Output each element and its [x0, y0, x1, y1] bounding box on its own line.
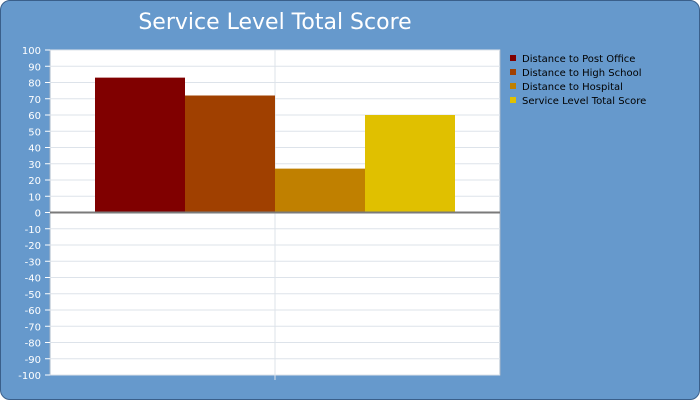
legend-label: Service Level Total Score — [522, 96, 646, 107]
y-tick-label: -50 — [25, 290, 41, 301]
y-tick-label: 100 — [22, 46, 41, 57]
y-tick-label: -80 — [25, 339, 41, 350]
y-tick-label: 60 — [28, 111, 41, 122]
legend-swatch — [510, 83, 516, 89]
legend: Distance to Post Office Distance to High … — [510, 54, 646, 107]
legend-swatch — [510, 55, 516, 61]
y-tick-label: -100 — [18, 371, 41, 382]
legend-swatch — [510, 69, 516, 75]
y-tick-label: -20 — [25, 241, 41, 252]
y-tick-label: -30 — [25, 257, 41, 268]
y-tick-label: 20 — [28, 176, 41, 187]
y-tick-label: 70 — [28, 95, 41, 106]
axis-layer: -100-90-80-70-60-50-40-30-20-10010203040… — [18, 46, 500, 382]
bar — [95, 77, 185, 213]
bar — [185, 95, 275, 213]
legend-label: Distance to Hospital — [522, 82, 623, 93]
y-tick-label: 40 — [28, 144, 41, 155]
bar — [365, 115, 455, 213]
y-tick-label: -40 — [25, 274, 41, 285]
y-tick-label: 0 — [35, 209, 41, 220]
legend-label: Distance to Post Office — [522, 54, 635, 65]
y-tick-label: -70 — [25, 322, 41, 333]
legend-label: Distance to High School — [522, 68, 641, 79]
y-tick-label: 10 — [28, 192, 41, 203]
bar — [275, 168, 365, 213]
y-tick-label: 90 — [28, 62, 41, 73]
chart-title: Service Level Total Score — [138, 10, 412, 35]
y-tick-label: 80 — [28, 79, 41, 90]
legend-swatch — [510, 97, 516, 103]
bar-layer — [95, 77, 455, 213]
y-tick-label: 50 — [28, 127, 41, 138]
y-tick-label: -60 — [25, 306, 41, 317]
y-tick-label: 30 — [28, 160, 41, 171]
y-tick-label: -90 — [25, 355, 41, 366]
y-tick-label: -10 — [25, 225, 41, 236]
